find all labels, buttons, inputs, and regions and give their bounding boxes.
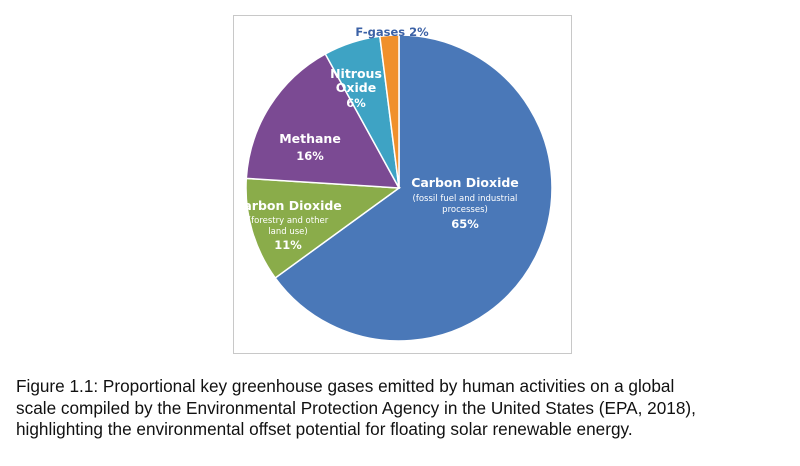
label-methane-pct: 16% (296, 149, 324, 163)
label-nitrous-pct: 6% (346, 96, 366, 110)
caption-line-2: scale compiled by the Environmental Prot… (16, 397, 696, 418)
label-co2-forestry-line1: (forestry and other (248, 216, 329, 226)
caption-line-1: Figure 1.1: Proportional key greenhouse … (16, 376, 675, 396)
label-methane: Methane 16% (279, 131, 341, 163)
label-nitrous-line2: Oxide (336, 80, 376, 95)
label-methane-title: Methane (279, 131, 341, 146)
slice-methane (245, 52, 401, 189)
slice-co2-forestry (245, 177, 402, 279)
pie-slices (245, 34, 553, 342)
label-nitrous: Nitrous Oxide 6% (330, 66, 382, 110)
pie-chart: Carbon Dioxide (fossil fuel and industri… (234, 25, 553, 342)
slice-co2-fossil (274, 34, 553, 342)
figure-caption: Figure 1.1: Proportional key greenhouse … (16, 376, 788, 441)
label-co2-forestry: Carbon Dioxide (forestry and other land … (234, 198, 342, 252)
label-fgases: F-gases 2% (355, 25, 429, 39)
label-co2-fossil-line2: processes) (442, 205, 488, 215)
label-co2-forestry-line2: land use) (268, 227, 307, 237)
label-nitrous-line1: Nitrous (330, 66, 382, 81)
label-co2-fossil-title: Carbon Dioxide (411, 175, 519, 190)
label-co2-fossil-line1: (fossil fuel and industrial (413, 194, 518, 204)
caption-line-3: highlighting the environmental offset po… (16, 419, 633, 439)
slice-f-gases (378, 34, 400, 189)
label-co2-fossil: Carbon Dioxide (fossil fuel and industri… (411, 175, 519, 231)
figure-frame: Carbon Dioxide (fossil fuel and industri… (233, 15, 572, 354)
label-co2-fossil-pct: 65% (451, 217, 479, 231)
label-co2-forestry-title: Carbon Dioxide (234, 198, 342, 213)
label-co2-forestry-pct: 11% (274, 238, 302, 252)
